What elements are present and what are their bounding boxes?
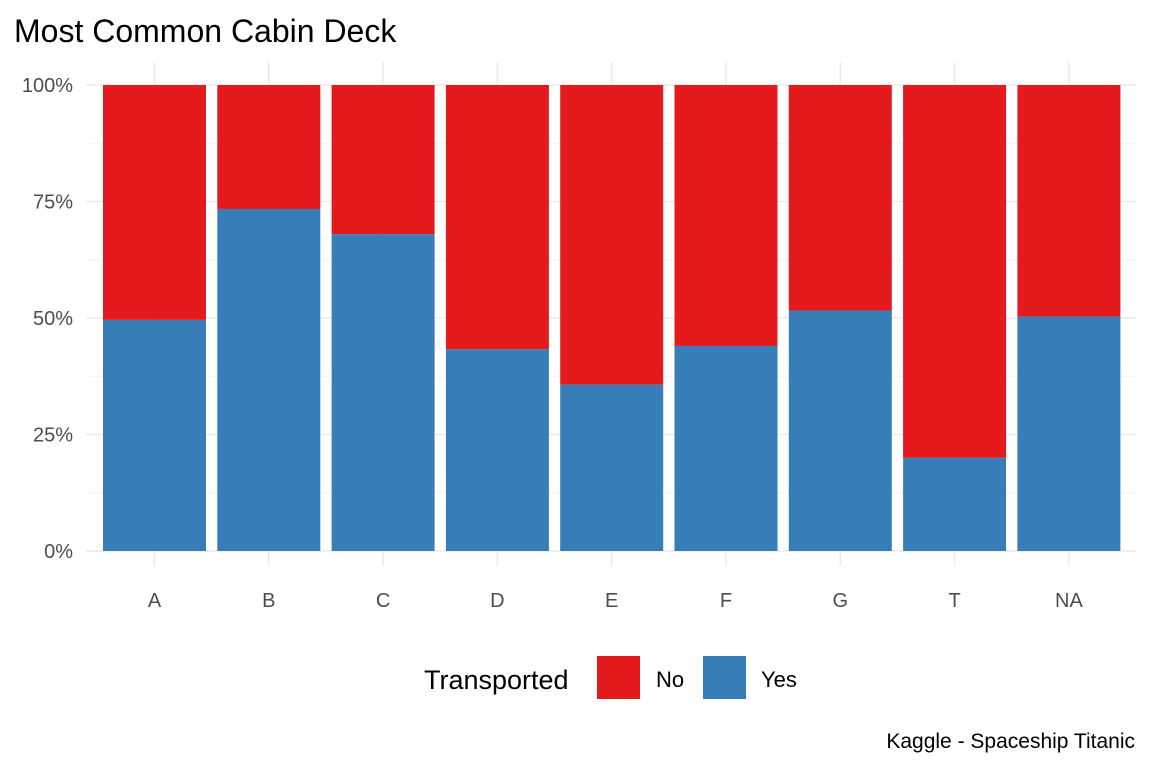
chart-title: Most Common Cabin Deck [14,13,397,49]
x-tick-label: NA [1055,590,1083,612]
bar-yes-na [1017,316,1121,551]
x-tick-label: E [605,590,618,612]
bar-no-na [1017,85,1121,317]
legend-label-yes: Yes [761,667,797,692]
bar-no-g [788,85,892,311]
bar-yes-f [674,345,778,551]
bar-no-d [445,85,549,350]
x-tick-label: D [490,590,504,612]
bar-yes-t [903,457,1007,551]
legend-label-no: No [656,667,684,692]
bar-no-c [331,85,435,235]
y-tick-label: 0% [44,541,73,563]
y-tick-label: 75% [33,192,73,214]
bar-no-b [217,85,321,209]
legend-title: Transported [424,665,569,695]
y-tick-label: 50% [33,308,73,330]
y-tick-label: 100% [22,75,73,97]
legend-key-yes [703,656,746,699]
y-tick-label: 25% [33,425,73,447]
chart-caption: Kaggle - Spaceship Titanic [886,730,1135,753]
x-axis-ticks: A B C D E F G T NA [148,590,1084,612]
y-axis-ticks: 0% 25% 50% 75% 100% [22,75,73,563]
bar-no-t [903,85,1007,458]
x-tick-label: T [948,590,960,612]
legend-key-no [597,656,640,699]
bar-yes-e [560,384,664,551]
x-tick-label: B [262,590,275,612]
bar-no-a [103,85,206,320]
bar-yes-g [788,310,892,551]
bar-no-e [560,85,664,385]
x-tick-label: F [720,590,732,612]
bar-no-f [674,85,778,346]
x-tick-label: G [833,590,849,612]
legend: Transported No Yes [424,656,797,699]
bars [103,85,1121,551]
bar-yes-a [103,319,206,551]
bar-yes-b [217,208,321,551]
bar-yes-c [331,234,435,551]
x-tick-label: A [148,590,162,612]
bar-yes-d [445,349,549,551]
x-tick-label: C [376,590,390,612]
